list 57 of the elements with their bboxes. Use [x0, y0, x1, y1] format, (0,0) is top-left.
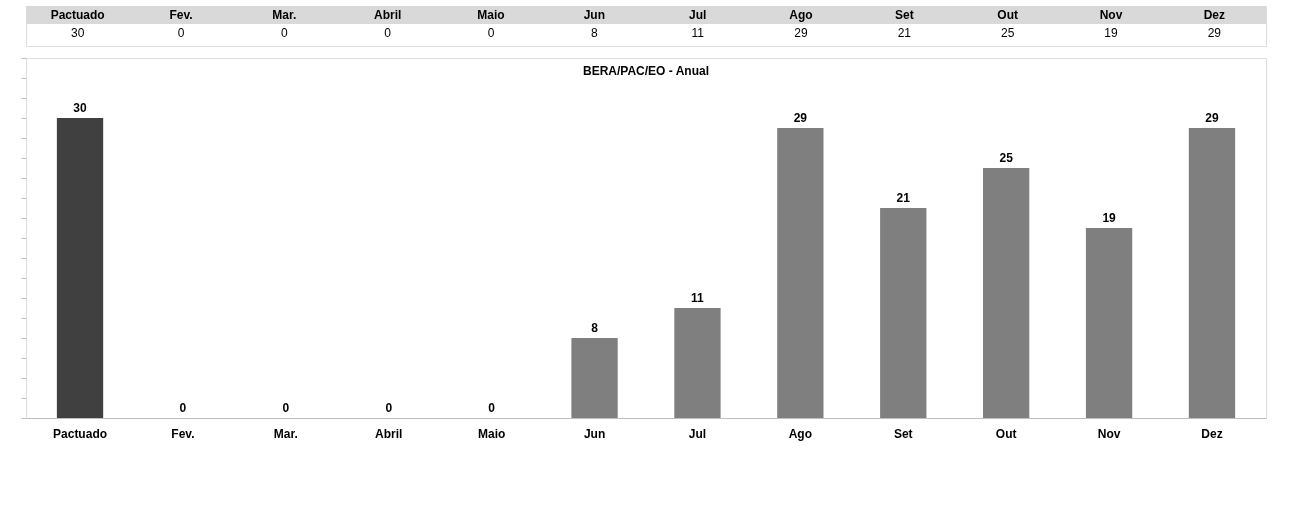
- x-tick-label: Fev.: [169, 8, 193, 22]
- data-label: 25: [999, 151, 1014, 165]
- bar: [571, 338, 618, 418]
- category-label: Fev.: [171, 426, 195, 441]
- data-label: 0: [385, 401, 393, 415]
- x-tick-label: Jun: [583, 8, 606, 22]
- data-label: 30: [73, 101, 88, 115]
- bar: [880, 208, 927, 418]
- data-label: 19: [1102, 211, 1117, 225]
- x-tick-label: Dez: [1203, 8, 1226, 22]
- data-label: 8: [591, 321, 599, 335]
- category-label: Abril: [375, 426, 403, 441]
- bar: [1085, 228, 1133, 418]
- x-tick-label: Pactuado: [50, 8, 105, 22]
- text: 29: [794, 26, 808, 40]
- data-label: 0: [488, 401, 496, 415]
- category-label: Out: [995, 426, 1017, 441]
- x-tick-label: Out: [997, 8, 1018, 22]
- data-label: 0: [282, 401, 290, 415]
- data-label: 0: [179, 401, 187, 415]
- bar: [56, 118, 104, 418]
- x-tick-label: Maio: [477, 8, 505, 22]
- category-label: Jul: [688, 426, 707, 441]
- category-label: Jun: [583, 426, 606, 441]
- x-tick-label: Set: [894, 8, 914, 22]
- x-tick-label: Nov: [1099, 8, 1123, 22]
- category-label: Nov: [1097, 426, 1121, 441]
- text: 29: [1207, 26, 1222, 40]
- text: 19: [1104, 26, 1118, 40]
- text: 11: [691, 26, 705, 40]
- text: 0: [280, 26, 288, 40]
- text: 25: [1000, 26, 1015, 40]
- x-tick-label: Ago: [789, 8, 813, 22]
- category-label: Maio: [477, 426, 506, 441]
- data-label: 29: [793, 111, 808, 125]
- text: 30: [70, 26, 85, 40]
- text: 0: [487, 26, 495, 40]
- chart-title: BERA/PAC/EO - Anual: [582, 63, 710, 78]
- category-label: Dez: [1201, 426, 1223, 441]
- bar: [674, 308, 721, 418]
- data-label: 29: [1205, 111, 1219, 125]
- x-tick-label: Jul: [688, 8, 707, 22]
- text: 8: [590, 26, 598, 40]
- x-tick-label: Abril: [373, 8, 402, 22]
- text: 21: [897, 26, 912, 40]
- text: 0: [384, 26, 392, 40]
- bar: [983, 168, 1030, 418]
- bar: [777, 128, 824, 418]
- category-label: Pactuado: [53, 426, 108, 441]
- text: 0: [177, 26, 185, 40]
- bar: [1188, 128, 1236, 418]
- category-label: Mar.: [273, 426, 298, 441]
- category-label: Ago: [788, 426, 813, 441]
- data-label: 11: [691, 291, 705, 305]
- category-label: Set: [893, 426, 913, 441]
- x-tick-label: Mar.: [272, 8, 297, 22]
- data-label: 21: [896, 191, 911, 205]
